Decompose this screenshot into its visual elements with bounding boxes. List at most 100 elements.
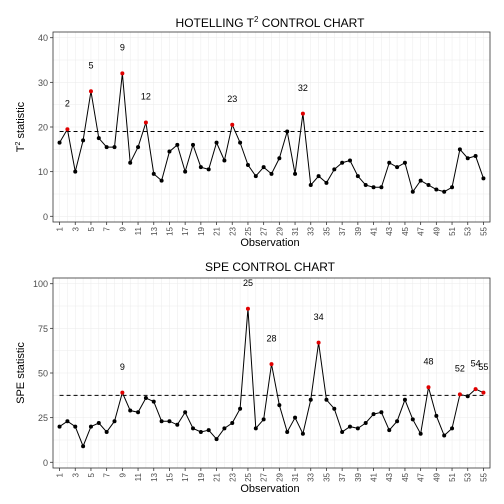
data-point <box>104 145 109 150</box>
data-point <box>81 138 86 143</box>
data-point <box>285 429 290 434</box>
data-point <box>465 394 470 399</box>
x-tick-label: 37 <box>338 226 347 235</box>
x-tick-label: 17 <box>181 472 190 481</box>
x-tick-label: 15 <box>165 472 174 481</box>
x-axis: 1 3 5 7 9 11 13 15 17 19 21 23 25 27 29 31 33 35 37 39 41 43 4… <box>56 468 488 482</box>
chart-title: SPE CONTROL CHART <box>205 260 336 274</box>
data-point <box>418 431 423 436</box>
x-tick-label: 25 <box>244 226 253 235</box>
x-tick-label: 25 <box>244 472 253 481</box>
data-point <box>450 426 455 431</box>
data-point <box>57 424 62 429</box>
flagged-point <box>481 390 486 395</box>
x-tick-label: 35 <box>322 226 331 235</box>
data-point <box>151 399 156 404</box>
data-point <box>410 417 415 422</box>
data-point <box>371 185 376 190</box>
data-point <box>191 426 196 431</box>
data-point <box>151 171 156 176</box>
x-tick-label: 9 <box>118 226 127 231</box>
annotations: 2 5 9 12 23 32 <box>65 43 308 109</box>
y-tick-label: 10 <box>38 167 48 177</box>
x-tick-label: 39 <box>354 472 363 481</box>
data-point <box>426 183 431 188</box>
data-point <box>300 431 305 436</box>
x-tick-label: 41 <box>370 226 379 235</box>
x-tick-label: 53 <box>464 472 473 481</box>
data-point <box>206 428 211 433</box>
point-annotation: 12 <box>141 92 151 102</box>
x-tick-label: 17 <box>181 226 190 235</box>
data-point <box>222 158 227 163</box>
y-tick-label: 0 <box>43 212 48 222</box>
x-tick-label: 55 <box>479 472 488 481</box>
data-point <box>57 140 62 145</box>
flagged-point <box>426 385 431 390</box>
point-annotation: 2 <box>65 98 70 108</box>
x-tick-label: 51 <box>448 472 457 481</box>
x-tick-label: 33 <box>307 226 316 235</box>
y-tick-label: 40 <box>38 33 48 43</box>
x-tick-label: 53 <box>464 226 473 235</box>
data-point <box>112 419 117 424</box>
data-point <box>457 147 462 152</box>
data-point <box>136 145 141 150</box>
point-annotation: 25 <box>243 278 253 288</box>
x-tick-label: 37 <box>338 472 347 481</box>
data-point <box>371 412 376 417</box>
data-point <box>198 429 203 434</box>
data-point <box>340 429 345 434</box>
x-tick-label: 13 <box>150 472 159 481</box>
data-point <box>285 129 290 134</box>
flagged-point <box>300 111 305 116</box>
x-tick-label: 49 <box>432 472 441 481</box>
x-tick-label: 35 <box>322 472 331 481</box>
data-point <box>387 160 392 165</box>
flagged-point <box>88 89 93 94</box>
data-point <box>473 154 478 159</box>
x-tick-label: 11 <box>134 472 143 481</box>
x-tick-label: 27 <box>260 472 269 481</box>
x-tick-label: 3 <box>71 226 80 231</box>
x-tick-label: 55 <box>479 226 488 235</box>
point-annotation: 9 <box>120 43 125 53</box>
point-annotation: 34 <box>314 312 324 322</box>
data-point <box>253 426 258 431</box>
data-point <box>261 417 266 422</box>
data-point <box>442 433 447 438</box>
data-point <box>277 403 282 408</box>
data-point <box>104 429 109 434</box>
data-point <box>442 189 447 194</box>
x-tick-label: 11 <box>134 226 143 235</box>
data-point <box>238 406 243 411</box>
x-axis: 1 3 5 7 9 11 13 15 17 19 21 23 25 27 29 31 33 35 37 39 41 43 4… <box>56 222 488 236</box>
grid <box>53 32 490 222</box>
data-point <box>73 169 78 174</box>
point-annotation: 23 <box>227 94 237 104</box>
x-tick-label: 1 <box>56 472 65 477</box>
x-tick-label: 7 <box>103 472 112 477</box>
data-point <box>434 187 439 192</box>
data-point <box>347 424 352 429</box>
data-point <box>332 167 337 172</box>
y-axis: 0 10 20 30 40 <box>38 33 53 222</box>
data-point <box>96 136 101 141</box>
y-tick-label: 25 <box>38 413 48 423</box>
x-tick-label: 41 <box>370 472 379 481</box>
flagged-point <box>120 390 125 395</box>
flagged-point <box>457 392 462 397</box>
y-axis-label: T2 statistic <box>15 101 27 152</box>
flagged-point <box>316 340 321 345</box>
x-tick-label: 23 <box>228 472 237 481</box>
y-tick-label: 0 <box>43 458 48 468</box>
flagged-point <box>120 71 125 76</box>
data-point <box>96 421 101 426</box>
data-points <box>57 306 486 449</box>
y-tick-label: 50 <box>38 369 48 379</box>
data-point <box>324 180 329 185</box>
data-point <box>88 424 93 429</box>
data-point <box>293 171 298 176</box>
